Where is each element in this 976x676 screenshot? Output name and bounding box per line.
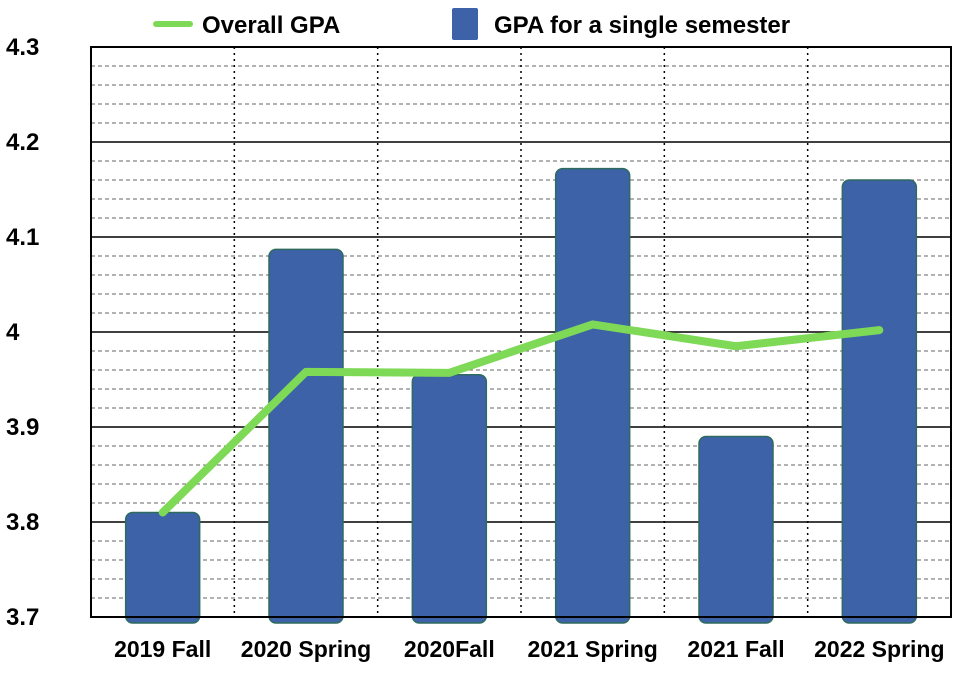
x-tick-label: 2020 Spring (241, 636, 371, 662)
legend: Overall GPA GPA for a single semester (153, 8, 790, 40)
bar-2022-spring (841, 179, 918, 624)
legend-bar-swatch (452, 8, 478, 40)
legend-label-semester: GPA for a single semester (494, 12, 790, 39)
bar-series (124, 167, 918, 624)
plot-frame (90, 46, 952, 618)
x-tick-label: 2021 Fall (687, 636, 784, 662)
x-tick-label: 2019 Fall (114, 636, 211, 662)
y-axis: 3.7 3.8 3.9 4 4.1 4.2 4.3 (6, 34, 39, 631)
y-tick-label: 4.3 (6, 34, 39, 61)
y-tick-label: 3.7 (6, 604, 39, 631)
overall-gpa-line (158, 320, 884, 517)
x-tick-label: 2020Fall (404, 636, 495, 662)
bar-2019-fall (124, 511, 201, 624)
y-tick-label: 4.1 (6, 224, 39, 251)
x-tick-label: 2022 Spring (814, 636, 944, 662)
y-tick-label: 3.9 (6, 414, 39, 441)
grid (91, 47, 951, 617)
y-tick-label: 3.8 (6, 509, 39, 536)
bar-2020-spring (268, 248, 344, 624)
x-tick-label: 2021 Spring (527, 636, 657, 662)
bar-2021-fall (698, 435, 774, 624)
line-series (158, 320, 884, 517)
bar-2020fall (411, 374, 488, 624)
bar-2021-spring (554, 167, 631, 624)
y-tick-label: 4 (6, 319, 20, 346)
legend-label-overall: Overall GPA (202, 12, 340, 39)
x-axis: 2019 Fall 2020 Spring 2020Fall 2021 Spring 2… (114, 636, 944, 662)
y-tick-label: 4.2 (6, 129, 39, 156)
